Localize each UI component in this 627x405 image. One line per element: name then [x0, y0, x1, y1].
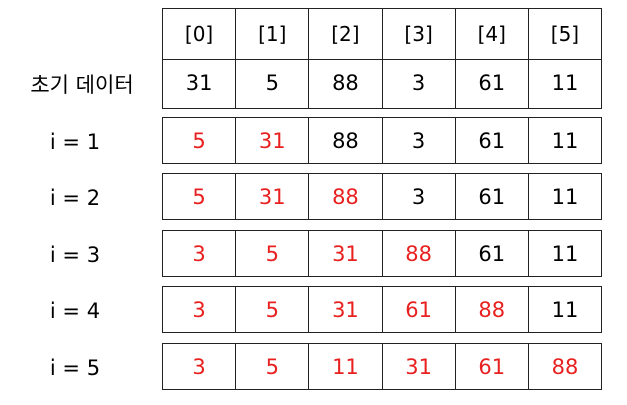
value-cell: 61 [456, 118, 529, 163]
sorted-value-cell: 3 [163, 287, 237, 332]
array-grid: 31 5 88 3 61 11 [162, 58, 602, 109]
value-cell: 3 [383, 118, 456, 163]
index-cell: [2] [309, 9, 383, 59]
index-cell: [3] [383, 9, 456, 59]
row-label: i = 2 [49, 186, 101, 210]
sorted-value-cell: 61 [383, 287, 456, 332]
value-cell: 11 [551, 184, 579, 209]
value-cell: 61 [456, 174, 529, 219]
value-cell: 88 [309, 118, 383, 163]
array-grid: 3 5 11 31 61 88 [162, 343, 602, 390]
sorted-value-cell: 88 [383, 231, 456, 276]
row-label: 초기 데이터 [30, 73, 134, 97]
value-cell: 5 [236, 58, 310, 108]
index-cell: [5] [550, 22, 580, 46]
sorted-value-cell: 88 [551, 354, 579, 379]
sorted-value-cell: 31 [236, 118, 310, 163]
sorted-value-cell: 31 [383, 344, 456, 389]
value-cell: 88 [309, 58, 383, 108]
sorted-value-cell: 5 [163, 174, 237, 219]
array-grid: 5 31 88 3 61 11 [162, 117, 602, 164]
sorted-value-cell: 31 [309, 231, 383, 276]
row-label: i = 3 [49, 243, 101, 267]
array-grid: 3 5 31 61 88 11 [162, 286, 602, 333]
array-grid: 5 31 88 3 61 11 [162, 173, 602, 220]
step-row: i = 1 5 31 88 3 61 11 [0, 117, 627, 167]
sorted-value-cell: 31 [309, 287, 383, 332]
index-cell: [1] [236, 9, 310, 59]
value-cell: 3 [383, 174, 456, 219]
step-row: i = 5 3 5 11 31 61 88 [0, 343, 627, 393]
sorted-value-cell: 3 [163, 344, 237, 389]
sorted-value-cell: 5 [236, 344, 310, 389]
step-row: i = 2 5 31 88 3 61 11 [0, 173, 627, 223]
step-row: i = 4 3 5 31 61 88 11 [0, 286, 627, 336]
sorted-value-cell: 11 [309, 344, 383, 389]
sorted-value-cell: 61 [456, 344, 529, 389]
value-cell: 61 [456, 58, 529, 108]
value-cell: 11 [551, 128, 579, 153]
index-header-row: [0] [1] [2] [3] [4] [5] [0, 8, 627, 60]
sorted-value-cell: 3 [163, 231, 237, 276]
sorted-value-cell: 5 [236, 287, 310, 332]
value-cell: 11 [551, 297, 579, 322]
value-cell: 31 [163, 58, 237, 108]
row-label: i = 5 [49, 356, 101, 380]
array-grid: 3 5 31 88 61 11 [162, 230, 602, 277]
row-label: i = 1 [49, 130, 101, 154]
value-cell: 61 [456, 231, 529, 276]
sorted-value-cell: 5 [236, 231, 310, 276]
sorted-value-cell: 31 [236, 174, 310, 219]
index-cell: [0] [163, 9, 237, 59]
initial-data-row: 초기 데이터 31 5 88 3 61 11 [0, 58, 627, 110]
row-label: i = 4 [49, 299, 101, 323]
index-cell: [4] [456, 9, 529, 59]
sorted-value-cell: 88 [309, 174, 383, 219]
value-cell: 3 [383, 58, 456, 108]
step-row: i = 3 3 5 31 88 61 11 [0, 230, 627, 280]
index-header-grid: [0] [1] [2] [3] [4] [5] [162, 8, 602, 60]
value-cell: 11 [551, 71, 579, 95]
sorted-value-cell: 5 [163, 118, 237, 163]
sorted-value-cell: 88 [456, 287, 529, 332]
value-cell: 11 [551, 241, 579, 266]
